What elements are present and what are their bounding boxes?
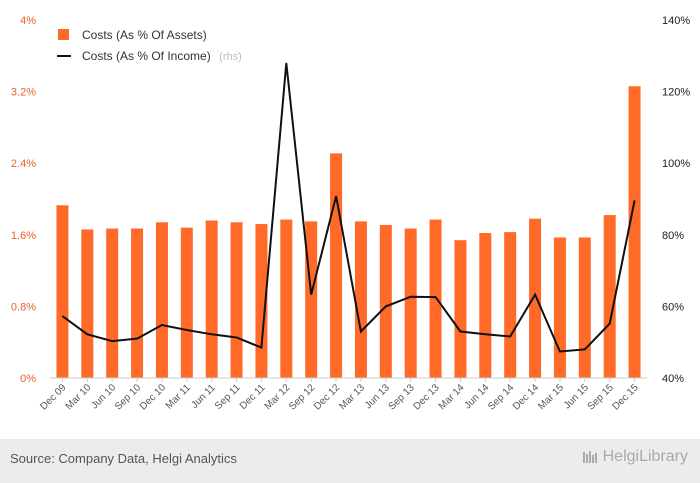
bar: [354, 221, 367, 378]
bar: [180, 227, 193, 378]
bar: [429, 219, 442, 378]
left-tick-label: 3.2%: [11, 87, 36, 99]
legend-line-label: Costs (As % Of Income) (rhs): [82, 47, 242, 64]
left-tick-label: 4%: [20, 15, 36, 27]
legend: Costs (As % Of Assets) Costs (As % Of In…: [57, 28, 242, 64]
bar-series: [56, 86, 641, 378]
right-tick-label: 100%: [662, 158, 690, 170]
x-tick-label: Sep 14: [486, 382, 516, 412]
left-tick-label: 2.4%: [11, 158, 36, 170]
legend-line-name: Costs (As % Of Income): [82, 49, 211, 63]
legend-bar-swatch: [58, 29, 69, 40]
x-tick-label: Mar 15: [536, 382, 566, 412]
x-tick-label: Dec 14: [511, 382, 541, 412]
right-tick-label: 60%: [662, 301, 684, 313]
brand-name: HelgiLibrary: [602, 448, 688, 465]
legend-line-suffix: (rhs): [219, 51, 242, 63]
x-tick-label: Mar 13: [337, 382, 367, 412]
bar: [529, 218, 542, 378]
bar: [205, 220, 218, 378]
bar: [379, 224, 392, 378]
x-tick-label: Jun 11: [189, 382, 218, 411]
library-icon: [582, 451, 597, 463]
footer: Source: Company Data, Helgi Analytics He…: [0, 439, 700, 483]
x-tick-label: Mar 10: [64, 382, 94, 412]
x-tick-label: Mar 12: [263, 382, 293, 412]
bar: [106, 228, 119, 378]
bar: [578, 237, 591, 378]
right-tick-label: 140%: [662, 15, 690, 27]
x-tick-label: Sep 11: [213, 382, 243, 412]
x-tick-label: Sep 15: [586, 382, 616, 412]
income-line: [61, 62, 636, 353]
bar: [479, 233, 492, 378]
x-tick-label: Dec 15: [610, 382, 640, 412]
bar: [330, 153, 343, 378]
x-tick-label: Dec 10: [138, 382, 168, 412]
bar: [603, 215, 616, 378]
x-tick-label: Mar 11: [164, 382, 194, 412]
bar: [504, 232, 517, 378]
bar: [280, 219, 293, 378]
bar: [628, 86, 641, 378]
right-tick-label: 120%: [662, 87, 690, 99]
bar: [553, 237, 566, 378]
bar: [255, 224, 268, 378]
bar: [56, 205, 69, 378]
bar: [230, 222, 243, 378]
left-tick-label: 0.8%: [11, 301, 36, 313]
bar: [81, 229, 94, 378]
x-tick-label: Mar 14: [437, 382, 467, 412]
bar: [404, 228, 417, 378]
right-axis: 40% 60% 80% 100% 120% 140%: [662, 15, 690, 385]
x-tick-label: Dec 13: [411, 382, 441, 412]
line-series: [61, 62, 636, 353]
x-tick-label: Dec 09: [38, 382, 68, 412]
bar: [454, 240, 467, 378]
right-tick-label: 40%: [662, 373, 684, 385]
x-tick-label: Dec 12: [312, 382, 342, 412]
legend-bar-label: Costs (As % Of Assets): [82, 28, 207, 42]
x-tick-label: Sep 13: [387, 382, 417, 412]
x-tick-label: Dec 11: [238, 382, 268, 412]
x-tick-label: Sep 10: [113, 382, 143, 412]
bar: [131, 228, 144, 378]
left-tick-label: 0%: [20, 373, 36, 385]
left-axis: 0% 0.8% 1.6% 2.4% 3.2% 4%: [11, 15, 36, 385]
bar: [155, 222, 168, 378]
chart: 0% 0.8% 1.6% 2.4% 3.2% 4% 40% 60% 80% 100% 120% 14…: [11, 15, 690, 413]
bar: [305, 221, 318, 378]
left-tick-label: 1.6%: [11, 230, 36, 242]
brand-logo: HelgiLibrary: [582, 448, 688, 466]
right-tick-label: 80%: [662, 230, 684, 242]
source-text: Source: Company Data, Helgi Analytics: [10, 451, 237, 466]
x-tick-label: Sep 12: [287, 382, 317, 412]
